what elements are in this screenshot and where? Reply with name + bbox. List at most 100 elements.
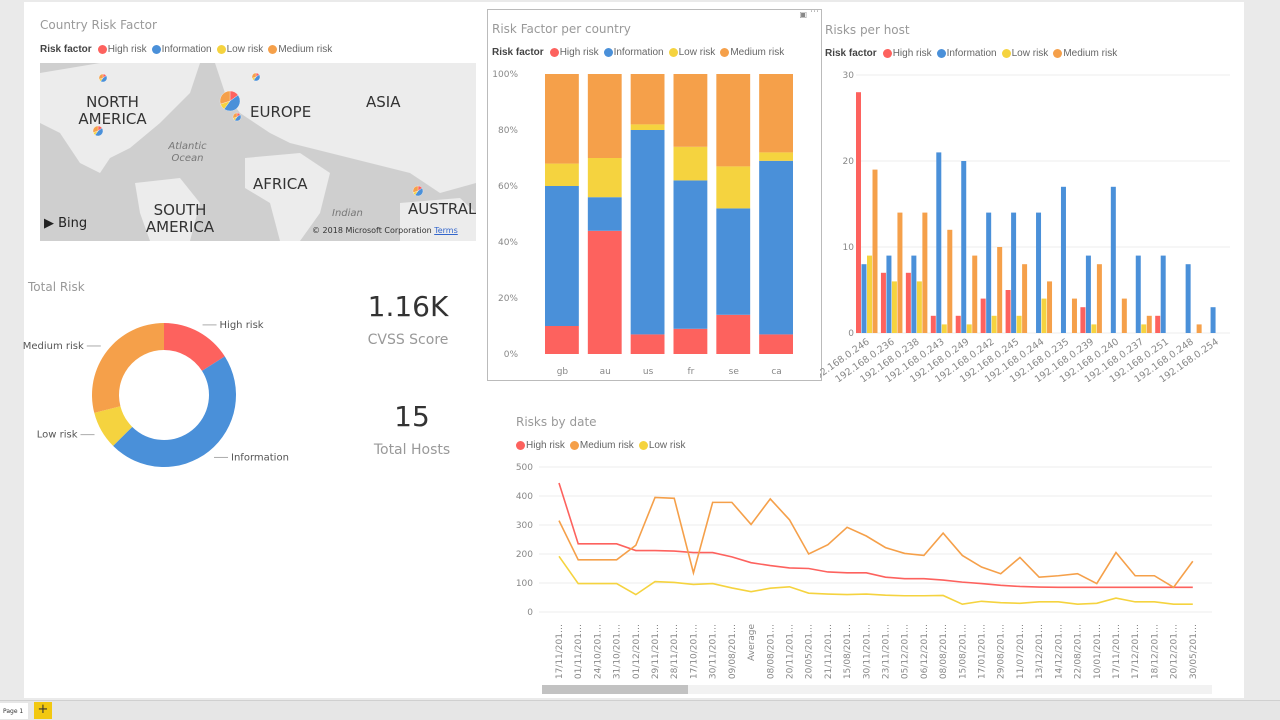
legend-text: Information	[946, 48, 997, 59]
legend-low[interactable]: Low risk	[216, 44, 264, 55]
host-bar	[1210, 307, 1216, 333]
focus-mode-icon[interactable]: ▣	[799, 10, 807, 19]
world-map[interactable]: NORTH AMERICA EUROPE ASIA AFRICA SOUTH A…	[40, 63, 476, 241]
legend-dot-icon	[549, 48, 559, 57]
legend-high[interactable]: High risk	[97, 44, 147, 55]
legend-medium[interactable]: Medium risk	[720, 47, 784, 58]
legend-text: Low risk	[226, 44, 264, 55]
x-tick-label: 17/11/201…	[1112, 624, 1122, 679]
host-bar	[1016, 315, 1022, 333]
host-bar	[905, 272, 911, 333]
legend-medium[interactable]: Medium risk	[268, 44, 332, 55]
legend-medium[interactable]: Medium risk	[1053, 48, 1117, 59]
legend-text: Information	[613, 47, 664, 58]
legend-dot-icon	[516, 441, 525, 450]
stacked-bar-segment	[673, 146, 708, 181]
selected-visual-frame[interactable]: ▣ ⋯	[487, 7, 822, 381]
x-tick-label: 11/07/201…	[1016, 624, 1026, 679]
legend-high[interactable]: High risk	[882, 48, 932, 59]
stacked-bar-segment	[673, 328, 708, 354]
x-tick-label: 08/08/201…	[766, 624, 776, 679]
host-bar	[941, 324, 947, 333]
stacked-bar-segment	[630, 74, 665, 125]
horizontal-scrollbar[interactable]	[542, 685, 1212, 694]
host-bar	[991, 315, 997, 333]
hosts-bar-chart: 0102030192.168.0.246192.168.0.236192.168…	[820, 71, 1230, 382]
bing-icon: ▶	[44, 216, 54, 231]
x-tick-label: 30/11/201…	[862, 624, 872, 679]
legend-label: Risk factor	[492, 47, 544, 58]
map-legend: Risk factor High risk Information Low ri…	[40, 44, 334, 55]
x-tick-label: 24/10/201…	[593, 624, 603, 679]
map-label-africa: AFRICA	[253, 175, 308, 193]
host-bar	[936, 152, 942, 333]
host-bar	[1080, 307, 1086, 333]
host-bar	[1141, 324, 1147, 333]
x-tick-label: au	[600, 367, 611, 377]
map-pie-bubble	[412, 185, 419, 193]
legend-info[interactable]: Information	[603, 47, 664, 58]
hosts-title: Risks per host	[825, 23, 910, 37]
x-tick-label: 01/12/201…	[632, 624, 642, 679]
legend-low[interactable]: Low risk	[638, 440, 686, 451]
legend-low[interactable]: Low risk	[1001, 48, 1048, 59]
legend-medium[interactable]: Medium risk	[569, 440, 634, 451]
host-bar	[911, 255, 917, 333]
x-tick-label: 20/11/201…	[785, 624, 795, 679]
host-bar	[1071, 298, 1077, 333]
host-bar	[947, 229, 953, 333]
stacked-bar-segment	[587, 197, 622, 231]
page-tab-1[interactable]: Page 1	[0, 703, 28, 719]
map-pie-bubble	[223, 94, 241, 112]
y-tick-label: 100	[516, 579, 533, 589]
legend-info[interactable]: Information	[936, 48, 997, 59]
x-tick-label: 01/11/201…	[574, 624, 584, 679]
map-label-north-america: NORTH AMERICA	[78, 93, 147, 128]
donut-title: Total Risk	[28, 280, 85, 294]
map-label-australia: AUSTRAL	[408, 200, 476, 218]
legend-high[interactable]: High risk	[516, 440, 565, 451]
more-options-icon[interactable]: ⋯	[810, 7, 819, 17]
x-tick-label: 05/12/201…	[901, 624, 911, 679]
host-bar	[1096, 264, 1102, 333]
kpi-hosts-label: Total Hosts	[373, 442, 451, 458]
legend-low[interactable]: Low risk	[668, 47, 715, 58]
stacked-bar-segment	[759, 160, 793, 335]
x-tick-label: 23/11/201…	[882, 624, 892, 679]
host-bar	[1110, 186, 1116, 333]
legend-high[interactable]: High risk	[549, 47, 599, 58]
legend-label: Risk factor	[40, 44, 92, 55]
host-bar	[1196, 324, 1202, 333]
stacked-bar-segment	[545, 186, 579, 326]
x-tick-label: 09/08/201…	[728, 624, 738, 679]
legend-text: High risk	[107, 44, 147, 55]
legend-text: High risk	[559, 47, 599, 58]
line-series-medium-risk	[558, 496, 1194, 589]
stacked-bar-segment	[630, 124, 665, 130]
legend-info[interactable]: Information	[151, 44, 212, 55]
stacked-bar-segment	[716, 208, 751, 315]
x-tick-label: ca	[771, 367, 781, 377]
add-page-button[interactable]: +	[34, 702, 52, 719]
legend-label: Risk factor	[825, 48, 877, 59]
y-tick-label: 0	[527, 608, 533, 618]
legend-dot-icon	[97, 45, 107, 54]
x-tick-label: 20/12/201…	[1170, 624, 1180, 679]
legend-dot-icon	[1001, 49, 1011, 58]
legend-dot-icon	[668, 48, 678, 57]
stacked-bar-segment	[630, 130, 665, 335]
host-bar	[1135, 255, 1141, 333]
host-bar	[897, 212, 903, 333]
scrollbar-thumb[interactable]	[542, 685, 688, 694]
x-tick-label: 06/12/201…	[920, 624, 930, 679]
legend-dot-icon	[216, 45, 226, 54]
x-tick-label: 30/11/201…	[709, 624, 719, 679]
x-tick-label: fr	[687, 367, 694, 377]
donut-label: Medium risk	[23, 341, 84, 352]
legend-text: Low risk	[648, 440, 686, 451]
stacked-bar-segment	[545, 163, 579, 186]
y-tick-label: 200	[516, 550, 533, 560]
terms-link[interactable]: Terms	[434, 226, 458, 235]
bing-logo: ▶ Bing	[44, 216, 87, 231]
host-bar	[1160, 255, 1166, 333]
